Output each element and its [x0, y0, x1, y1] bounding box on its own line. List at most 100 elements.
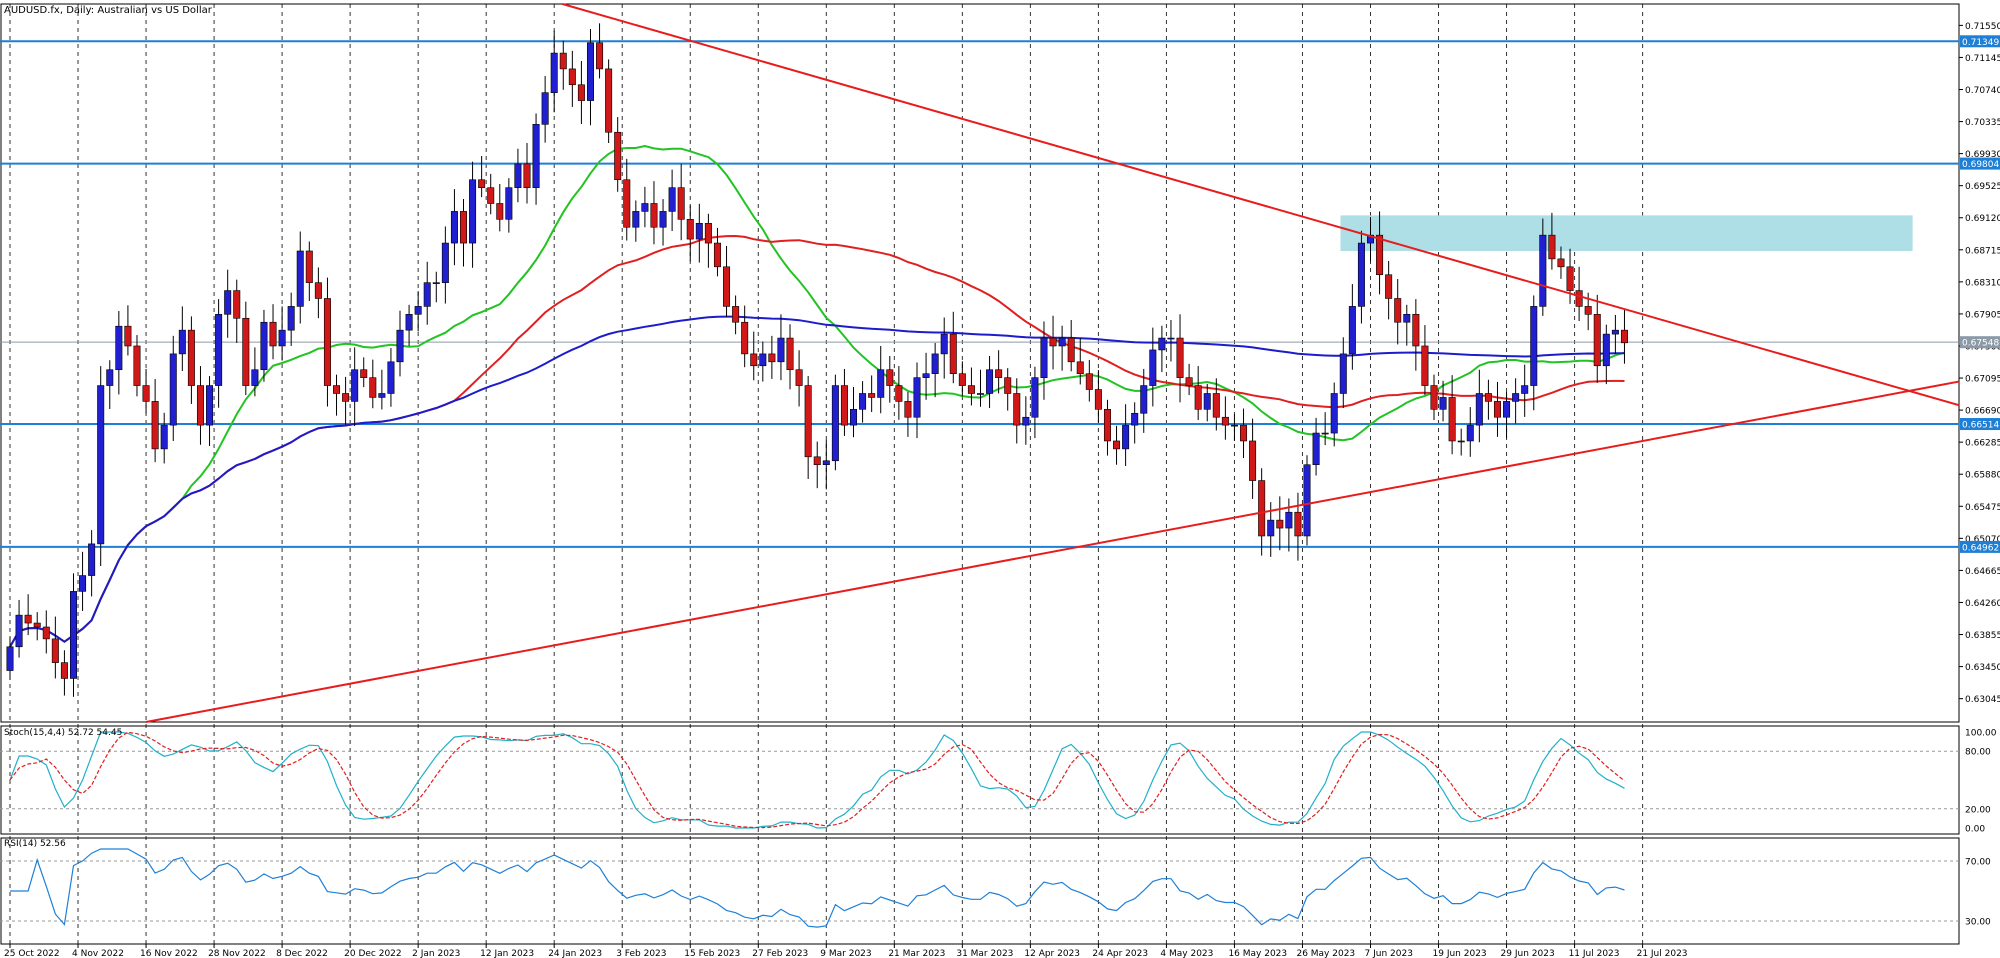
price-tick-label: 0.63855 — [1965, 631, 2000, 641]
price-tick-label: 0.68715 — [1965, 246, 2000, 256]
candle — [1512, 378, 1520, 424]
resistance-zone — [1340, 215, 1913, 251]
candle — [1113, 425, 1121, 465]
candle — [1593, 294, 1601, 383]
price-tick-label: 0.63450 — [1965, 663, 2000, 673]
candle — [568, 50, 576, 107]
candle — [1031, 366, 1039, 439]
candle-body — [1285, 511, 1293, 529]
candle — [423, 261, 431, 325]
candle — [396, 310, 404, 377]
candle-body — [414, 306, 422, 315]
stoch-main-line — [9, 731, 1625, 829]
candle-body — [1185, 377, 1193, 386]
trend-line — [145, 380, 1960, 723]
candle-body — [1348, 306, 1356, 355]
price-tick-label: 0.69930 — [1965, 150, 2000, 160]
date-label: 12 Apr 2023 — [1024, 949, 1080, 958]
candle-body — [360, 369, 368, 378]
date-label: 12 Jan 2023 — [480, 949, 534, 958]
date-label: 9 Mar 2023 — [820, 949, 871, 958]
candle — [596, 23, 604, 79]
candle-body — [822, 460, 830, 466]
candle-body — [568, 68, 576, 86]
candle-body — [432, 282, 440, 284]
candle-body — [695, 222, 703, 240]
level-label: 0.67548 — [1962, 339, 1999, 349]
chart-title: AUDUSD.fx, Daily: Australian vs US Dolla… — [4, 5, 213, 16]
candle-body — [487, 187, 495, 204]
candle-body — [1240, 424, 1248, 442]
candle-body — [750, 353, 758, 367]
candle — [750, 331, 758, 381]
candle — [242, 301, 250, 396]
candle — [6, 637, 14, 681]
candle-body — [333, 385, 341, 394]
candle-body — [1357, 242, 1365, 307]
candle — [97, 366, 105, 567]
candle — [1049, 315, 1057, 370]
candle-body — [813, 456, 821, 466]
candle-body — [768, 353, 776, 363]
candle — [1530, 295, 1538, 411]
price-tick-label: 0.71550 — [1965, 22, 2000, 32]
candle — [24, 594, 32, 636]
candle-body — [1566, 266, 1574, 291]
candle — [160, 412, 168, 464]
candle — [1566, 248, 1574, 304]
date-label: 24 Jan 2023 — [548, 949, 602, 958]
candle-body — [840, 385, 848, 426]
candle-body — [686, 219, 694, 240]
candle-body — [641, 203, 649, 212]
candle-body — [233, 290, 241, 319]
price-tick-label: 0.64665 — [1965, 567, 2000, 577]
candle-body — [242, 317, 250, 386]
candle-body — [1258, 480, 1266, 537]
candle — [831, 374, 839, 471]
candle-body — [550, 52, 558, 93]
candle — [106, 360, 114, 409]
candle-body — [1530, 306, 1538, 386]
candle-body — [1403, 314, 1411, 323]
price-tick-label: 0.70740 — [1965, 86, 2000, 96]
rsi-label: RSI(14) 52.56 — [4, 839, 66, 849]
candle — [196, 366, 204, 445]
candle-body — [215, 314, 223, 386]
candle-body — [496, 203, 504, 220]
date-label: 3 Feb 2023 — [616, 949, 666, 958]
candle-body — [60, 662, 68, 679]
candle-body — [859, 393, 867, 410]
candle-body — [79, 575, 87, 592]
candle — [133, 335, 141, 397]
candle-body — [278, 329, 286, 347]
candle — [1303, 455, 1311, 546]
candle — [695, 203, 703, 263]
candle — [432, 271, 440, 303]
candle-body — [441, 242, 449, 283]
candle — [1611, 314, 1619, 354]
candle-body — [1611, 329, 1619, 335]
candle-body — [868, 393, 876, 398]
candle — [1067, 320, 1075, 372]
candle — [505, 178, 513, 233]
candle-body — [1149, 349, 1157, 386]
candle — [33, 612, 41, 641]
candle — [822, 439, 830, 490]
candle — [1058, 325, 1066, 371]
stoch-label: Stoch(15,4,4) 52.72 54.45 — [4, 728, 122, 738]
date-label: 21 Jul 2023 — [1637, 949, 1688, 958]
candle — [1493, 381, 1501, 437]
candle — [1076, 338, 1084, 385]
candle-body — [1620, 329, 1628, 344]
candle-body — [668, 187, 676, 212]
candle — [886, 355, 894, 403]
candle — [1457, 428, 1465, 456]
candle — [1439, 380, 1447, 422]
candle-body — [206, 385, 214, 426]
candle-body — [478, 179, 486, 188]
date-label: 28 Nov 2022 — [208, 949, 266, 958]
candle-body — [1176, 337, 1184, 378]
candle — [1167, 320, 1175, 362]
candle — [586, 29, 594, 126]
candle-body — [1294, 511, 1302, 537]
